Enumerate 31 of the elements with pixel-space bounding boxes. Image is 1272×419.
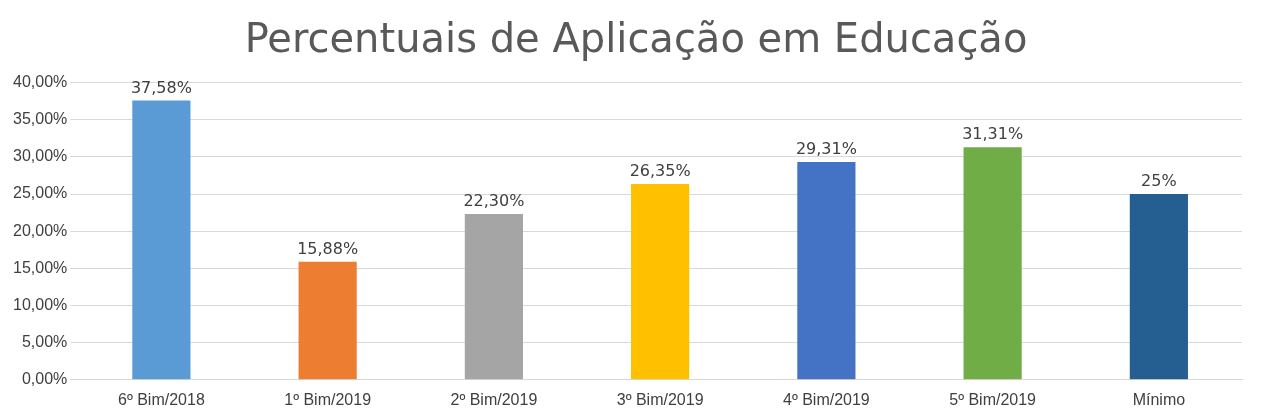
data-label: 29,31%	[795, 139, 857, 159]
x-tick-label: 6º Bim/2018	[118, 390, 205, 408]
data-label: 37,58%	[130, 77, 192, 97]
x-tick-label: Mínimo	[1132, 390, 1186, 408]
bar	[963, 147, 1022, 380]
x-tick-label: 5º Bim/2019	[949, 390, 1037, 408]
data-label: 15,88%	[297, 238, 359, 258]
bar	[298, 261, 357, 380]
data-label: 31,31%	[962, 124, 1024, 144]
data-label: 25%	[1141, 171, 1177, 191]
y-tick-label: 20,00%	[13, 221, 68, 239]
data-label: 26,35%	[629, 161, 691, 181]
x-tick-label: 2º Bim/2019	[450, 390, 538, 408]
bar	[464, 214, 523, 380]
bar	[1129, 194, 1188, 380]
y-tick-label: 25,00%	[13, 184, 68, 202]
y-tick-label: 0,00%	[21, 370, 68, 388]
bar	[132, 100, 191, 380]
x-tick-label: 4º Bim/2019	[782, 390, 870, 408]
y-tick-label: 5,00%	[21, 333, 68, 351]
y-tick-label: 30,00%	[13, 147, 68, 165]
chart-title: Percentuais de Aplicação em Educação	[243, 14, 1029, 62]
data-label: 22,30%	[463, 191, 525, 211]
x-tick-label: 3º Bim/2019	[616, 390, 704, 408]
bar	[631, 184, 690, 380]
x-tick-label: 1º Bim/2019	[284, 390, 372, 408]
y-tick-label: 35,00%	[13, 110, 68, 128]
bar	[797, 162, 856, 380]
y-tick-label: 15,00%	[13, 258, 68, 276]
y-tick-label: 10,00%	[13, 295, 68, 313]
y-tick-label: 40,00%	[13, 73, 68, 91]
